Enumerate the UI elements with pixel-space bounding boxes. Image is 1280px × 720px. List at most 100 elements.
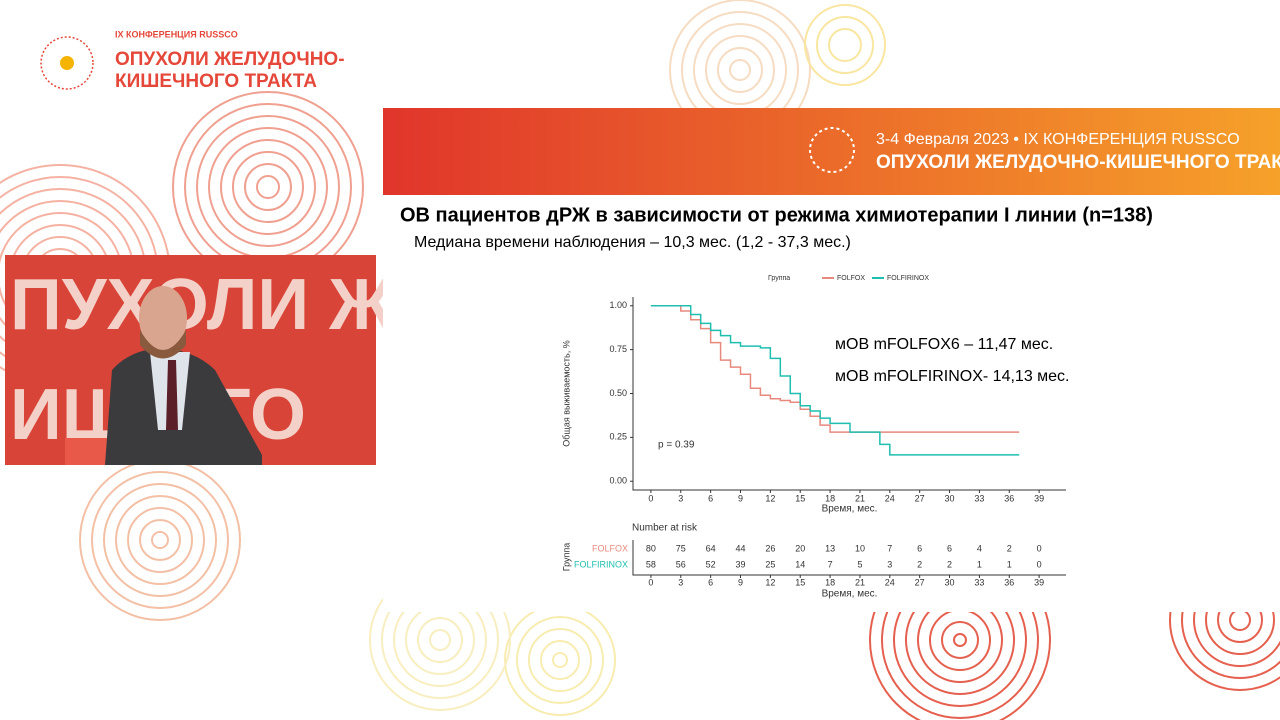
risk-axis [632,540,1066,576]
x-tick-label: 0 [648,493,653,503]
risk-count: 0 [1037,543,1042,553]
banner [383,108,1280,195]
deco-ring [504,604,616,716]
deco-ring [127,507,193,573]
risk-x-tick-label: 15 [795,577,805,587]
deco-ring [151,531,169,549]
x-tick-label: 12 [765,493,775,503]
risk-count: 6 [947,543,952,553]
deco-ring [405,605,475,675]
x-tick-label: 15 [795,493,805,503]
x-axis-label: Время, мес. [822,504,878,515]
risk-count: 3 [887,559,892,569]
risk-count: 80 [646,543,656,553]
deco-ring [208,127,328,247]
risk-x-tick-label: 6 [708,577,713,587]
risk-x-tick-label: 21 [855,577,865,587]
deco-ring [729,59,751,81]
legend-title: Группа [768,275,790,282]
logo: IX КОНФЕРЕНЦИЯ RUSSCO ОПУХОЛИ ЖЕЛУДОЧНО-… [40,29,345,92]
x-tick-label: 30 [945,493,955,503]
risk-x-tick-label: 18 [825,577,835,587]
slide [383,195,1280,612]
risk-group-label: Группа [561,543,571,572]
deco-ring [516,616,604,704]
risk-count: 52 [706,559,716,569]
risk-count: 1 [977,559,982,569]
deco-ring [816,16,874,74]
risk-x-label: Время, мес. [822,589,878,600]
risk-count: 2 [1007,543,1012,553]
risk-x-tick-label: 39 [1034,577,1044,587]
risk-count: 58 [646,559,656,569]
deco-ring [540,640,580,680]
deco-ring [172,91,364,283]
slide-title: ОВ пациентов дРЖ в зависимости от режима… [400,204,1153,226]
banner-date: 3-4 Февраля 2023 • IX КОНФЕРЕНЦИЯ RUSSCO [876,131,1240,148]
risk-x-tick-label: 12 [765,577,775,587]
deco-ring [417,617,463,663]
risk-count: 4 [977,543,982,553]
risk-count: 75 [676,543,686,553]
logo-text: ОПУХОЛИ ЖЕЛУДОЧНО- [115,49,345,70]
p-value: p = 0.39 [658,440,695,451]
risk-x-tick-label: 3 [678,577,683,587]
deco-ring [429,629,451,651]
x-tick-label: 9 [738,493,743,503]
y-axis-label: Общая выживаемость, % [561,340,571,446]
slide-subtitle: Медиана времени наблюдения – 10,3 мес. (… [414,234,851,251]
x-tick-label: 33 [974,493,984,503]
annotation: мОВ mFOLFOX6 – 11,47 мес. [835,336,1053,353]
x-tick-label: 3 [678,493,683,503]
legend-label: FOLFOX [837,275,865,282]
deco-ring [91,471,229,609]
deco-ring [693,23,787,117]
deco-ring [232,151,304,223]
deco-ring [256,175,280,199]
y-tick-label: 0.00 [609,476,627,486]
x-tick-label: 36 [1004,493,1014,503]
deco-ring [705,35,775,105]
x-tick-label: 21 [855,493,865,503]
x-tick-label: 24 [885,493,895,503]
risk-count: 10 [855,543,865,553]
chart: 0.000.250.500.751.000 3 6 9 12 15 18 21 24 27 30 33… [561,275,1066,600]
banner-logo [809,127,855,173]
risk-count: 39 [735,559,745,569]
risk-count: 56 [676,559,686,569]
deco-ring [929,609,991,671]
deco-ring [139,519,181,561]
risk-count: 5 [857,559,862,569]
survival-curve [650,305,1020,433]
risk-count: 13 [825,543,835,553]
risk-x-tick-label: 9 [738,577,743,587]
y-tick-label: 0.50 [609,388,627,398]
deco-ring [220,139,316,235]
x-tick-label: 6 [708,493,713,503]
x-tick-label: 39 [1034,493,1044,503]
risk-count: 2 [947,559,952,569]
logo-text: IX КОНФЕРЕНЦИЯ RUSSCO [115,29,238,39]
deco-ring [244,163,292,211]
risk-count: 25 [765,559,775,569]
deco-ring [103,483,217,597]
risk-count: 20 [795,543,805,553]
risk-count: 26 [765,543,775,553]
deco-ring [717,47,763,93]
y-tick-label: 0.75 [609,344,627,354]
y-tick-label: 0.25 [609,432,627,442]
deco-ring [528,628,592,692]
axis [632,297,1066,491]
risk-row-label: FOLFIRINOX [574,559,628,569]
risk-count: 64 [706,543,716,553]
deco-ring [552,652,568,668]
risk-count: 7 [828,559,833,569]
banner-title: ОПУХОЛИ ЖЕЛУДОЧНО-КИШЕЧНОГО ТРАКТА [876,152,1280,173]
risk-x-tick-label: 0 [648,577,653,587]
deco-ring [953,633,967,647]
y-tick-label: 1.00 [609,300,627,310]
risk-table-title: Number at risk [632,523,698,534]
risk-count: 2 [917,559,922,569]
risk-count: 0 [1037,559,1042,569]
